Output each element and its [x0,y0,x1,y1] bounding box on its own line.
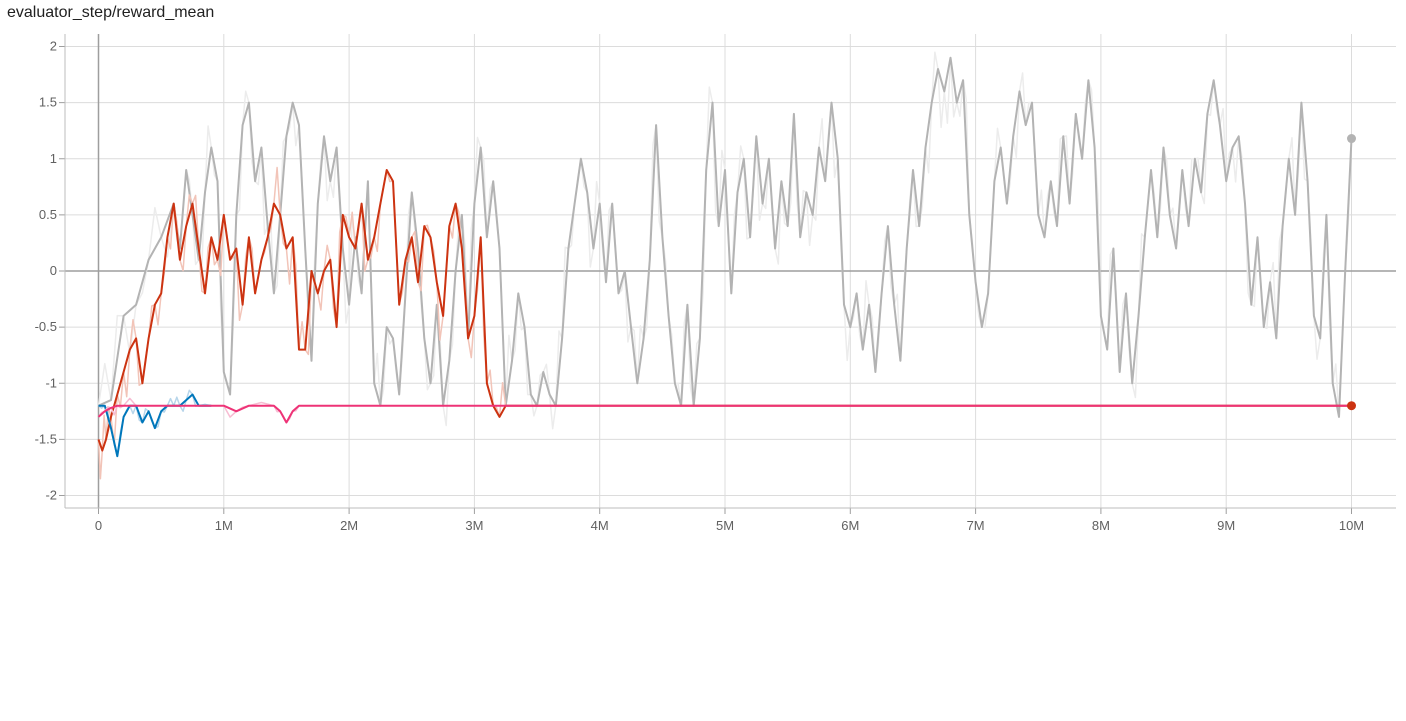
series-0-end-marker [1347,134,1356,144]
x-tick-label: 1M [215,518,233,533]
y-tick-label: -1.5 [35,431,57,446]
series-lines [97,51,1353,480]
x-tick-label: 6M [841,518,859,533]
x-tick-label: 8M [1092,518,1110,533]
y-tick-label: -1 [45,375,57,390]
series-0-line [98,56,1353,418]
x-tick-label: 0 [95,518,102,533]
series-1-end-marker [1347,401,1356,411]
y-tick-label: 1 [50,151,57,166]
series-2-line [98,393,212,458]
y-tick-label: -0.5 [35,319,57,334]
chart-title: evaluator_step/reward_mean [7,4,215,21]
y-tick-label: 0 [50,263,57,278]
x-tick-label: 7M [967,518,985,533]
x-tick-label: 2M [340,518,358,533]
y-tick-label: 2 [50,39,57,54]
x-tick-label: 4M [591,518,609,533]
y-tick-label: -2 [45,488,57,503]
x-tick-label: 3M [465,518,483,533]
y-tick-label: 0.5 [39,207,57,222]
x-tick-label: 5M [716,518,734,533]
end-markers [1347,134,1356,411]
series-1-line [97,169,1352,452]
y-tick-label: 1.5 [39,95,57,110]
x-tick-label: 10M [1339,518,1364,533]
x-tick-labels: 0 1M 2M 3M 4M 5M 6M 7M 8M 9M 10M [95,518,1364,533]
series-3-line [97,404,1352,424]
y-tick-labels: 2 1.5 1 0.5 0 -0.5 -1 -1.5 -2 [35,39,57,503]
x-tick-label: 9M [1217,518,1235,533]
